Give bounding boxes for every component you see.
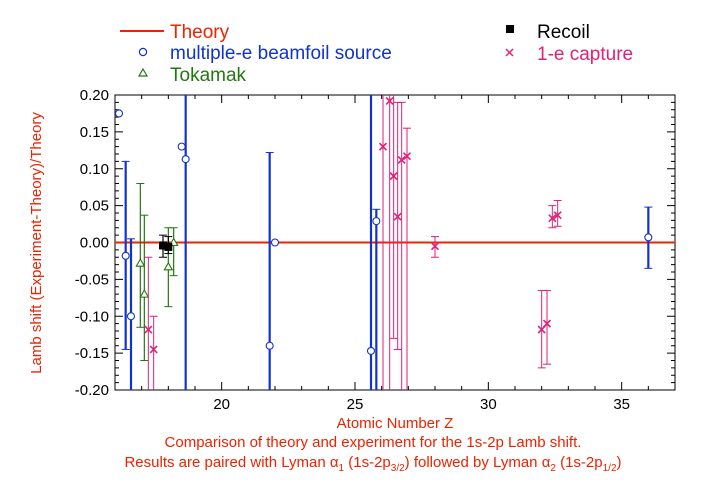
data-point [164, 242, 173, 251]
x-tick-label: 35 [613, 396, 630, 413]
x-axis-title: Atomic Number Z [337, 415, 454, 432]
series-multiple-e-beamfoil-source [114, 95, 653, 390]
x-marker-stroke [149, 345, 158, 354]
data-point [135, 258, 146, 267]
data-point [402, 152, 412, 161]
data-points-layer [114, 95, 653, 390]
data-point [372, 217, 381, 226]
data-point [121, 251, 130, 260]
y-tick-label: 0.10 [80, 161, 109, 178]
series-1-e-capture [144, 95, 562, 390]
x-tick-label: 25 [347, 396, 364, 413]
x-marker-stroke [378, 142, 388, 151]
data-point [265, 341, 274, 350]
data-point [181, 155, 190, 164]
legend-recoil-label: Recoil [537, 22, 590, 43]
legend-capture-label: 1-e capture [537, 44, 633, 65]
legend-beamfoil-label: multiple-e beamfoil source [170, 43, 392, 64]
x-marker-stroke [430, 242, 440, 251]
data-point [149, 345, 158, 354]
x-marker-stroke [385, 96, 394, 105]
data-point [430, 242, 440, 251]
data-point [378, 142, 388, 151]
data-point [397, 155, 406, 164]
legend: Theory multiple-e beamfoil source Tokama… [120, 22, 633, 86]
data-point [385, 96, 394, 105]
x-tick-label: 20 [213, 396, 230, 413]
x-marker-stroke [548, 214, 557, 223]
x-marker-stroke [402, 152, 412, 161]
y-tick-label: -0.10 [75, 308, 109, 325]
caption-line-1: Comparison of theory and experiment for … [165, 434, 582, 451]
legend-beamfoil-marker [138, 47, 148, 57]
y-tick-label: -0.15 [75, 345, 109, 362]
legend-theory-label: Theory [170, 22, 230, 43]
axis-tick-labels: -0.20 -0.15 -0.10 -0.05 0.00 0.05 0.10 0.15 0.20… [75, 87, 630, 413]
data-point [139, 289, 150, 298]
y-tick-label: 0.20 [80, 87, 109, 104]
data-point [389, 172, 398, 181]
data-point [159, 241, 167, 250]
y-tick-label: 0.05 [80, 198, 109, 215]
x-marker-stroke [542, 319, 552, 328]
data-point [542, 319, 552, 328]
x-marker-stroke [144, 325, 153, 334]
x-marker-stroke [553, 211, 562, 220]
x-marker-stroke [397, 155, 406, 164]
data-point [553, 211, 562, 220]
y-tick-label: 0.00 [80, 235, 109, 252]
y-axis-title: Lamb shift (Experiment-Theory)/Theory [28, 112, 45, 374]
x-tick-label: 30 [480, 396, 497, 413]
legend-tokamak-label: Tokamak [170, 65, 247, 86]
caption-line-2: Results are paired with Lyman α1 (1s-2p3… [124, 454, 621, 474]
data-point [144, 325, 153, 334]
data-point [126, 312, 136, 321]
data-point [163, 261, 174, 271]
data-point [548, 214, 557, 223]
series-tokamak [135, 183, 179, 361]
y-tick-label: -0.20 [75, 382, 109, 399]
y-tick-label: -0.05 [75, 271, 109, 288]
series-recoil [159, 234, 173, 258]
data-point [393, 212, 402, 221]
data-point [114, 109, 124, 118]
legend-capture-marker [505, 48, 514, 57]
data-point [177, 142, 186, 151]
data-point [366, 346, 376, 355]
data-point [644, 233, 653, 242]
data-point [270, 238, 280, 247]
legend-recoil-marker [506, 25, 514, 33]
y-tick-label: 0.15 [80, 124, 109, 141]
legend-tokamak-marker [137, 67, 149, 77]
x-marker-stroke [389, 172, 398, 181]
x-marker-stroke [393, 212, 402, 221]
